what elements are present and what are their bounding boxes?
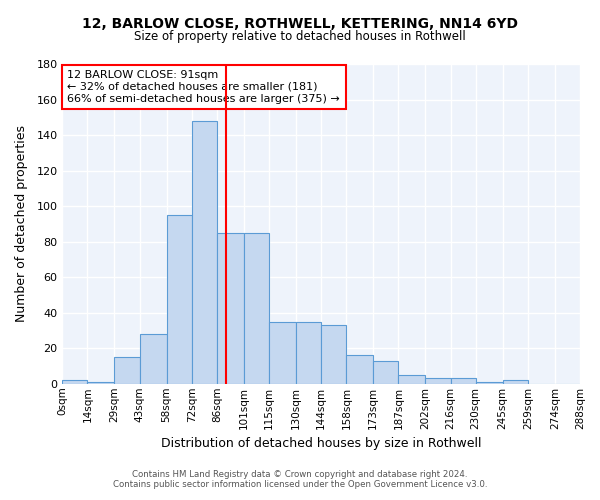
Bar xyxy=(244,233,269,384)
Bar xyxy=(451,378,476,384)
Bar xyxy=(425,378,451,384)
Bar xyxy=(296,322,321,384)
Bar xyxy=(140,334,167,384)
Bar xyxy=(88,382,115,384)
X-axis label: Distribution of detached houses by size in Rothwell: Distribution of detached houses by size … xyxy=(161,437,481,450)
Bar xyxy=(398,375,425,384)
Bar xyxy=(192,121,217,384)
Bar xyxy=(321,325,346,384)
Bar xyxy=(62,380,88,384)
Bar xyxy=(115,357,140,384)
Bar xyxy=(346,356,373,384)
Bar xyxy=(476,382,503,384)
Y-axis label: Number of detached properties: Number of detached properties xyxy=(15,126,28,322)
Text: 12, BARLOW CLOSE, ROTHWELL, KETTERING, NN14 6YD: 12, BARLOW CLOSE, ROTHWELL, KETTERING, N… xyxy=(82,18,518,32)
Bar xyxy=(503,380,528,384)
Bar xyxy=(373,360,398,384)
Text: Size of property relative to detached houses in Rothwell: Size of property relative to detached ho… xyxy=(134,30,466,43)
Bar xyxy=(269,322,296,384)
Text: 12 BARLOW CLOSE: 91sqm
← 32% of detached houses are smaller (181)
66% of semi-de: 12 BARLOW CLOSE: 91sqm ← 32% of detached… xyxy=(67,70,340,104)
Bar xyxy=(217,233,244,384)
Text: Contains HM Land Registry data © Crown copyright and database right 2024.
Contai: Contains HM Land Registry data © Crown c… xyxy=(113,470,487,489)
Bar xyxy=(167,215,192,384)
